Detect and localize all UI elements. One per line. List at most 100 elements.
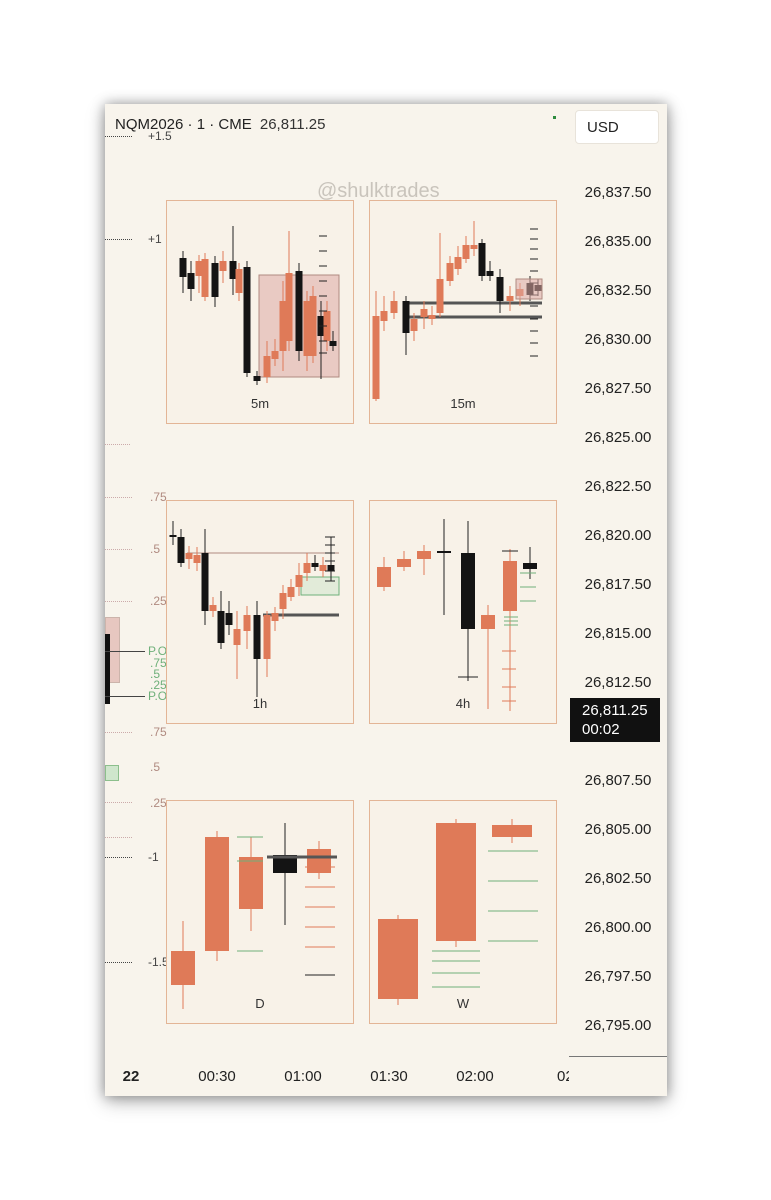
candle-body: [523, 563, 537, 569]
panel-weekly: W: [369, 800, 557, 1024]
price-axis-label: 26,797.50: [584, 968, 652, 985]
price-axis-label: 26,822.50: [584, 478, 652, 495]
candle-body: [390, 301, 398, 313]
candle-body: [287, 587, 295, 597]
time-label: 02:00: [456, 1068, 494, 1085]
level-0-75-b: .75: [150, 725, 167, 739]
candle-body: [195, 261, 203, 276]
price-axis-label: 26,832.50: [584, 282, 652, 299]
candle-body: [461, 553, 475, 629]
candle-body: [437, 551, 451, 553]
candle-body: [402, 301, 410, 333]
candle-body: [436, 279, 444, 313]
watermark: @shulktrades: [317, 180, 440, 202]
panel-15m: 15m: [369, 200, 557, 424]
level-line: [105, 732, 132, 733]
current-price-label: 26,811.25: [582, 702, 648, 719]
candle-body: [303, 563, 311, 573]
price-zone: [515, 278, 543, 300]
candle-body: [470, 245, 478, 249]
currency-button[interactable]: USD: [575, 110, 659, 144]
price-axis-label: 26,807.50: [584, 772, 652, 789]
price-axis-label: 26,800.00: [584, 919, 652, 936]
candle-body: [243, 267, 251, 373]
price-axis-label: 26,835.00: [584, 233, 652, 250]
panel-1h: 1h: [166, 500, 354, 724]
price-axis-label: 26,815.00: [584, 625, 652, 642]
candle-body: [420, 309, 428, 317]
level-line: [105, 136, 132, 137]
candle-body: [496, 277, 504, 301]
candle-body: [377, 567, 391, 587]
candle-body: [193, 555, 201, 563]
panel-5m: 5m: [166, 200, 354, 424]
panel-1h-label: 1h: [252, 696, 268, 711]
panel-weekly-label: W: [456, 996, 470, 1011]
candle-body: [329, 341, 337, 346]
level-0-75: .75: [150, 490, 167, 504]
candle-body: [253, 615, 261, 659]
chart-card: NQM2026 · 1 · CME 26,811.25 USD @shulktr…: [105, 104, 667, 1096]
time-label: 01:00: [284, 1068, 322, 1085]
candle-body: [205, 837, 229, 951]
symbol-info[interactable]: NQM2026 · 1 · CME: [115, 116, 252, 133]
level-line: [105, 601, 132, 602]
candle-body: [219, 261, 227, 271]
candle-body: [428, 315, 436, 319]
time-axis[interactable]: 22 00:30 01:00 01:30 02:00 02:3: [105, 1064, 569, 1096]
level-line: [105, 549, 132, 550]
candle-body: [295, 575, 303, 587]
price-axis-label: 26,830.00: [584, 331, 652, 348]
candle-body: [380, 311, 388, 321]
panel-1h-candles: [169, 521, 340, 697]
candle-body: [201, 553, 209, 611]
candle-body: [217, 611, 225, 643]
time-label: 00:30: [198, 1068, 236, 1085]
level-green-0-5: .5: [150, 667, 161, 681]
panel-4h-label: 4h: [455, 696, 471, 711]
candle-body: [177, 537, 185, 563]
candle-body: [372, 316, 380, 399]
candle-body: [235, 269, 243, 293]
price-axis-label: 26,817.50: [584, 576, 652, 593]
level-line: [105, 802, 132, 803]
level-0-5: .5: [150, 542, 161, 556]
panel-15m-label: 15m: [450, 396, 476, 411]
axis-divider: [569, 1056, 667, 1057]
level-plus-1: +1: [148, 232, 162, 246]
left-green-zone: [105, 765, 119, 781]
price-axis-label: 26,837.50: [584, 184, 652, 201]
panel-weekly-candles: [378, 819, 538, 1005]
candle-body: [279, 301, 287, 351]
candle-body: [378, 919, 418, 999]
candle-body: [273, 855, 297, 873]
level-0-25-b: .25: [150, 796, 167, 810]
candle-body: [446, 263, 454, 281]
candle-body: [171, 951, 195, 985]
candle-body: [503, 561, 517, 611]
level-line: [105, 651, 145, 652]
candle-body: [271, 351, 279, 359]
price-axis-label: 26,812.50: [584, 674, 652, 691]
candle-body: [209, 605, 217, 611]
candle-body: [311, 563, 319, 567]
time-label: 02:3: [557, 1068, 569, 1085]
level-0-5-b: .5: [150, 760, 161, 774]
candle-body: [295, 271, 303, 351]
candle-body: [454, 257, 462, 269]
panel-5m-label: 5m: [250, 396, 270, 411]
candle-body: [263, 356, 271, 377]
panel-15m-candles: [372, 221, 543, 401]
current-price-marker: 26,811.25 00:02: [570, 698, 660, 742]
candle-body: [211, 263, 219, 297]
panel-daily-label: D: [255, 996, 265, 1011]
level-green-0-25: .25: [150, 678, 167, 692]
panel-5m-candles: [179, 226, 340, 385]
candle-body: [307, 849, 331, 873]
panel-daily: D: [166, 800, 354, 1024]
candle-body: [253, 376, 261, 381]
candle-body: [233, 629, 241, 645]
candle-body: [225, 613, 233, 625]
candle-body: [243, 615, 251, 631]
price-axis-label: 26,802.50: [584, 870, 652, 887]
